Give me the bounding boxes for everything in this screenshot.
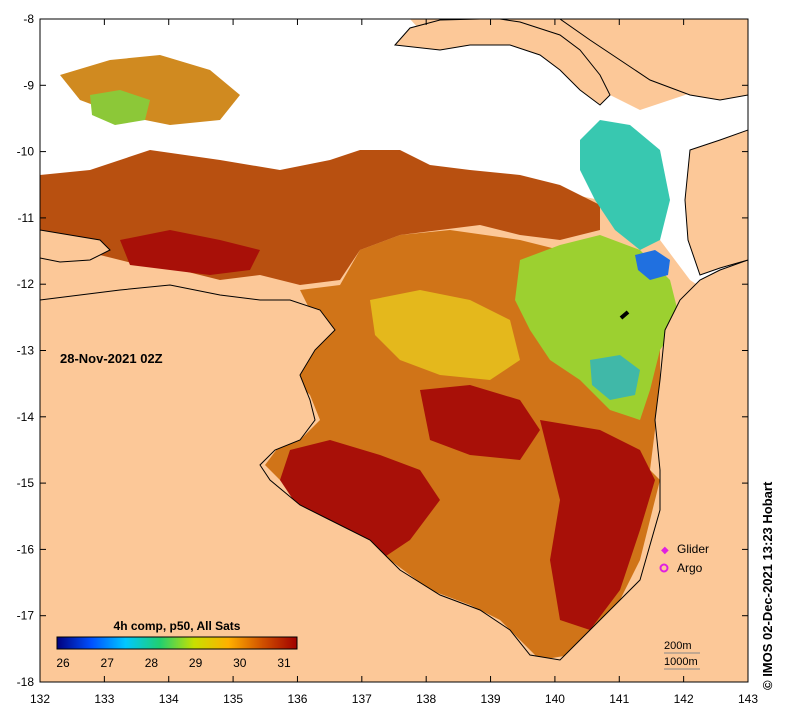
- argo-label: Argo: [677, 561, 703, 575]
- depth-label-1000: 1000m: [664, 656, 698, 668]
- y-tick-label: -10: [17, 145, 35, 159]
- teal-patch: [590, 355, 640, 400]
- credit-text: © IMOS 02-Dec-2021 13:23 Hobart: [760, 481, 775, 690]
- y-axis: -8 -9 -10 -11 -12 -13 -14 -15 -16 -17 -18: [17, 12, 748, 689]
- melville-island: [40, 229, 111, 263]
- y-tick-label: -12: [17, 277, 35, 291]
- nw-green-patch: [90, 90, 150, 125]
- y-tick-label: -18: [17, 675, 35, 689]
- glider-track: [619, 310, 630, 320]
- x-axis: 132 133 134 135 136 137 138 139 140 141 142 143: [30, 19, 758, 706]
- x-tick-label: 132: [30, 692, 50, 706]
- argo-symbol: [659, 563, 669, 573]
- y-tick-label: -17: [17, 609, 35, 623]
- colorbar-gradient: [56, 636, 298, 650]
- x-tick-label: 143: [738, 692, 758, 706]
- glider-symbol: ◆: [661, 545, 669, 556]
- colorbar-tick-label: 27: [101, 656, 115, 670]
- x-tick-label: 134: [159, 692, 179, 706]
- x-tick-label: 136: [287, 692, 307, 706]
- y-tick-label: -16: [17, 542, 35, 556]
- x-tick-label: 140: [545, 692, 565, 706]
- x-tick-label: 142: [674, 692, 694, 706]
- hot-patch-4: [420, 385, 540, 460]
- hot-patch-1: [120, 230, 260, 275]
- colorbar-tick-label: 26: [56, 656, 70, 670]
- x-tick-label: 138: [416, 692, 436, 706]
- colorbar-ticks: 26 27 28 29 30 31: [56, 656, 291, 670]
- hot-patch-3: [540, 420, 655, 630]
- colorbar-tick-label: 30: [233, 656, 247, 670]
- cool-cyan-region: [580, 120, 670, 250]
- y-tick-label: -9: [23, 78, 34, 92]
- hot-patch-2: [280, 440, 440, 560]
- y-tick-label: -14: [17, 410, 35, 424]
- colorbar: 4h comp, p50, All Sats 26 27 28 29 30 31: [56, 619, 298, 670]
- y-tick-label: -11: [18, 211, 35, 225]
- glider-label: Glider: [677, 542, 709, 556]
- cape-york-land: [684, 129, 748, 276]
- wetar-land: [559, 19, 748, 101]
- x-tick-label: 139: [481, 692, 501, 706]
- arnhem-land: [40, 259, 748, 682]
- colorbar-tick-label: 28: [145, 656, 159, 670]
- colorbar-tick-label: 29: [189, 656, 203, 670]
- cold-blue-spot: [635, 250, 670, 280]
- x-tick-label: 137: [352, 692, 372, 706]
- y-tick-label: -8: [23, 12, 34, 26]
- y-tick-label: -13: [17, 344, 35, 358]
- platform-legend: ◆ Glider Argo: [659, 542, 709, 575]
- colorbar-title: 4h comp, p50, All Sats: [114, 619, 241, 633]
- depth-contour-legend: 200m 1000m: [664, 640, 700, 670]
- yellow-band: [370, 290, 520, 380]
- colorbar-tick-label: 31: [277, 656, 291, 670]
- x-tick-label: 133: [94, 692, 114, 706]
- y-tick-label: -15: [17, 476, 35, 490]
- date-label: 28-Nov-2021 02Z: [60, 351, 163, 366]
- x-tick-label: 135: [223, 692, 243, 706]
- x-tick-label: 141: [609, 692, 629, 706]
- depth-label-200: 200m: [664, 640, 692, 652]
- plot-area: [40, 19, 748, 682]
